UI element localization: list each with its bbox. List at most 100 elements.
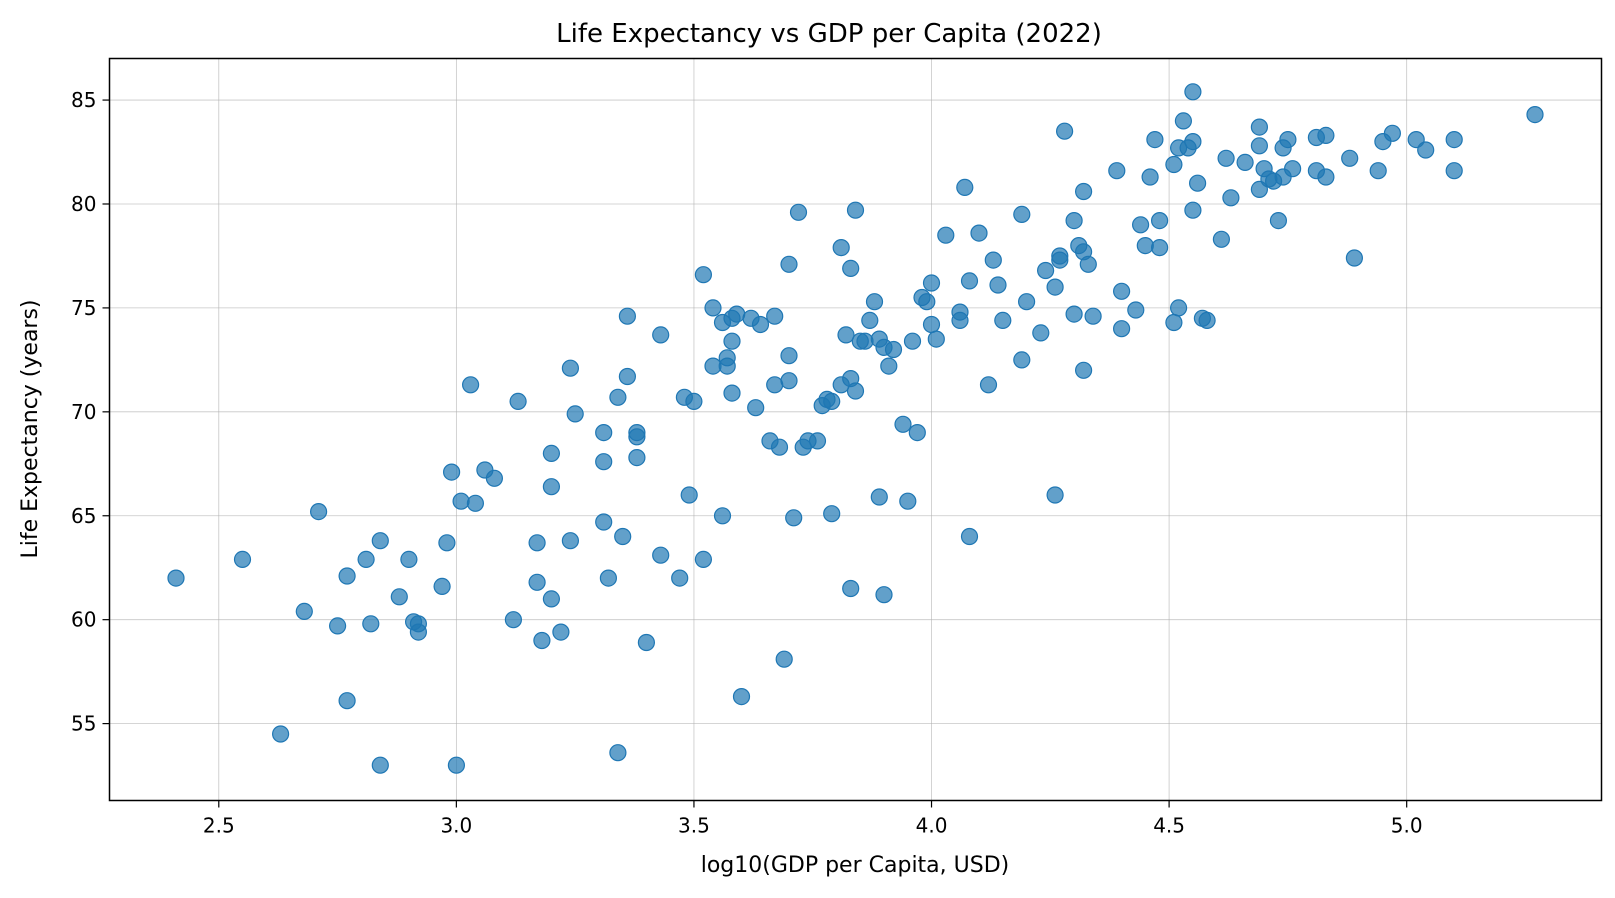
y-tick-label: 80 <box>71 192 96 216</box>
data-point <box>447 756 465 774</box>
data-point <box>595 513 613 531</box>
data-point <box>371 532 389 550</box>
data-point <box>1127 301 1145 319</box>
data-point <box>1317 168 1335 186</box>
data-point <box>865 293 884 311</box>
data-point <box>433 577 451 596</box>
data-point <box>894 415 912 433</box>
data-point <box>823 505 841 523</box>
chart-title: Life Expectancy vs GDP per Capita (2022) <box>556 19 1102 49</box>
data-point <box>362 615 380 633</box>
data-point <box>1074 361 1093 379</box>
data-point <box>918 293 936 311</box>
data-point <box>1112 320 1131 338</box>
plot-frame <box>108 57 1603 802</box>
data-point <box>775 650 793 668</box>
data-point <box>1212 230 1231 248</box>
data-point <box>747 399 765 417</box>
data-point <box>694 266 713 284</box>
data-point <box>875 586 893 604</box>
data-point <box>1341 149 1359 167</box>
data-point <box>452 492 470 510</box>
data-point <box>789 203 808 221</box>
data-point <box>680 486 698 504</box>
data-point <box>528 573 546 591</box>
data-point <box>960 272 979 290</box>
grid-lines <box>109 58 1602 801</box>
data-point <box>899 492 917 510</box>
data-point <box>780 255 798 273</box>
data-point <box>371 756 389 774</box>
y-tick-label: 70 <box>71 400 96 424</box>
data-point <box>884 340 903 359</box>
data-point <box>1317 126 1335 144</box>
data-point <box>1046 278 1064 296</box>
data-point <box>1345 249 1364 267</box>
data-point <box>542 590 561 608</box>
data-point <box>1184 83 1202 101</box>
data-point <box>989 276 1007 294</box>
data-point <box>1165 313 1183 332</box>
data-point <box>462 376 480 394</box>
data-point <box>1222 189 1240 207</box>
data-point <box>842 259 860 277</box>
data-point <box>766 307 784 325</box>
data-point <box>870 488 888 506</box>
data-point <box>723 384 741 402</box>
data-point <box>1184 201 1202 219</box>
y-tick-label: 65 <box>71 504 96 528</box>
data-point <box>1445 162 1463 180</box>
data-point <box>994 311 1012 329</box>
data-point <box>652 546 670 564</box>
data-point <box>694 550 713 569</box>
data-point <box>856 332 874 350</box>
x-tick-label: 3.0 <box>440 814 472 838</box>
data-point <box>984 251 1002 269</box>
data-point <box>1369 162 1387 180</box>
data-point <box>652 326 670 344</box>
data-point <box>609 388 627 406</box>
data-point <box>1150 212 1169 230</box>
data-point <box>832 239 850 257</box>
data-point <box>1065 212 1083 230</box>
data-points <box>167 83 1544 774</box>
data-point <box>685 392 703 410</box>
y-tick-label: 60 <box>71 608 96 632</box>
data-point <box>1188 174 1207 192</box>
data-point <box>1065 305 1083 323</box>
data-point <box>766 376 784 394</box>
data-point <box>542 444 561 462</box>
data-point <box>561 359 580 377</box>
data-point <box>1279 131 1297 149</box>
data-point <box>1383 124 1402 142</box>
data-point <box>922 274 941 292</box>
data-point <box>1032 324 1050 342</box>
data-point <box>618 307 637 325</box>
data-point <box>960 527 979 546</box>
data-point <box>671 569 689 587</box>
data-point <box>937 226 955 244</box>
data-point <box>1165 155 1183 174</box>
data-point <box>1055 122 1074 140</box>
data-point <box>400 550 418 569</box>
data-point <box>595 424 613 442</box>
data-point <box>1136 237 1154 255</box>
data-point <box>951 303 969 321</box>
data-point <box>1150 239 1169 257</box>
data-point <box>533 631 551 650</box>
data-point <box>927 330 945 348</box>
data-point <box>880 357 898 375</box>
data-point <box>751 315 770 334</box>
x-tick-label: 4.0 <box>916 814 948 838</box>
data-point <box>1036 261 1055 280</box>
y-tick-label: 55 <box>71 712 96 736</box>
data-point <box>1236 153 1254 171</box>
data-point <box>1046 486 1064 504</box>
data-point <box>1108 162 1126 180</box>
data-point <box>509 392 527 410</box>
data-point <box>1146 131 1164 149</box>
data-point <box>614 527 632 546</box>
data-point <box>908 424 926 442</box>
data-point <box>956 178 974 196</box>
data-point <box>1074 182 1093 201</box>
